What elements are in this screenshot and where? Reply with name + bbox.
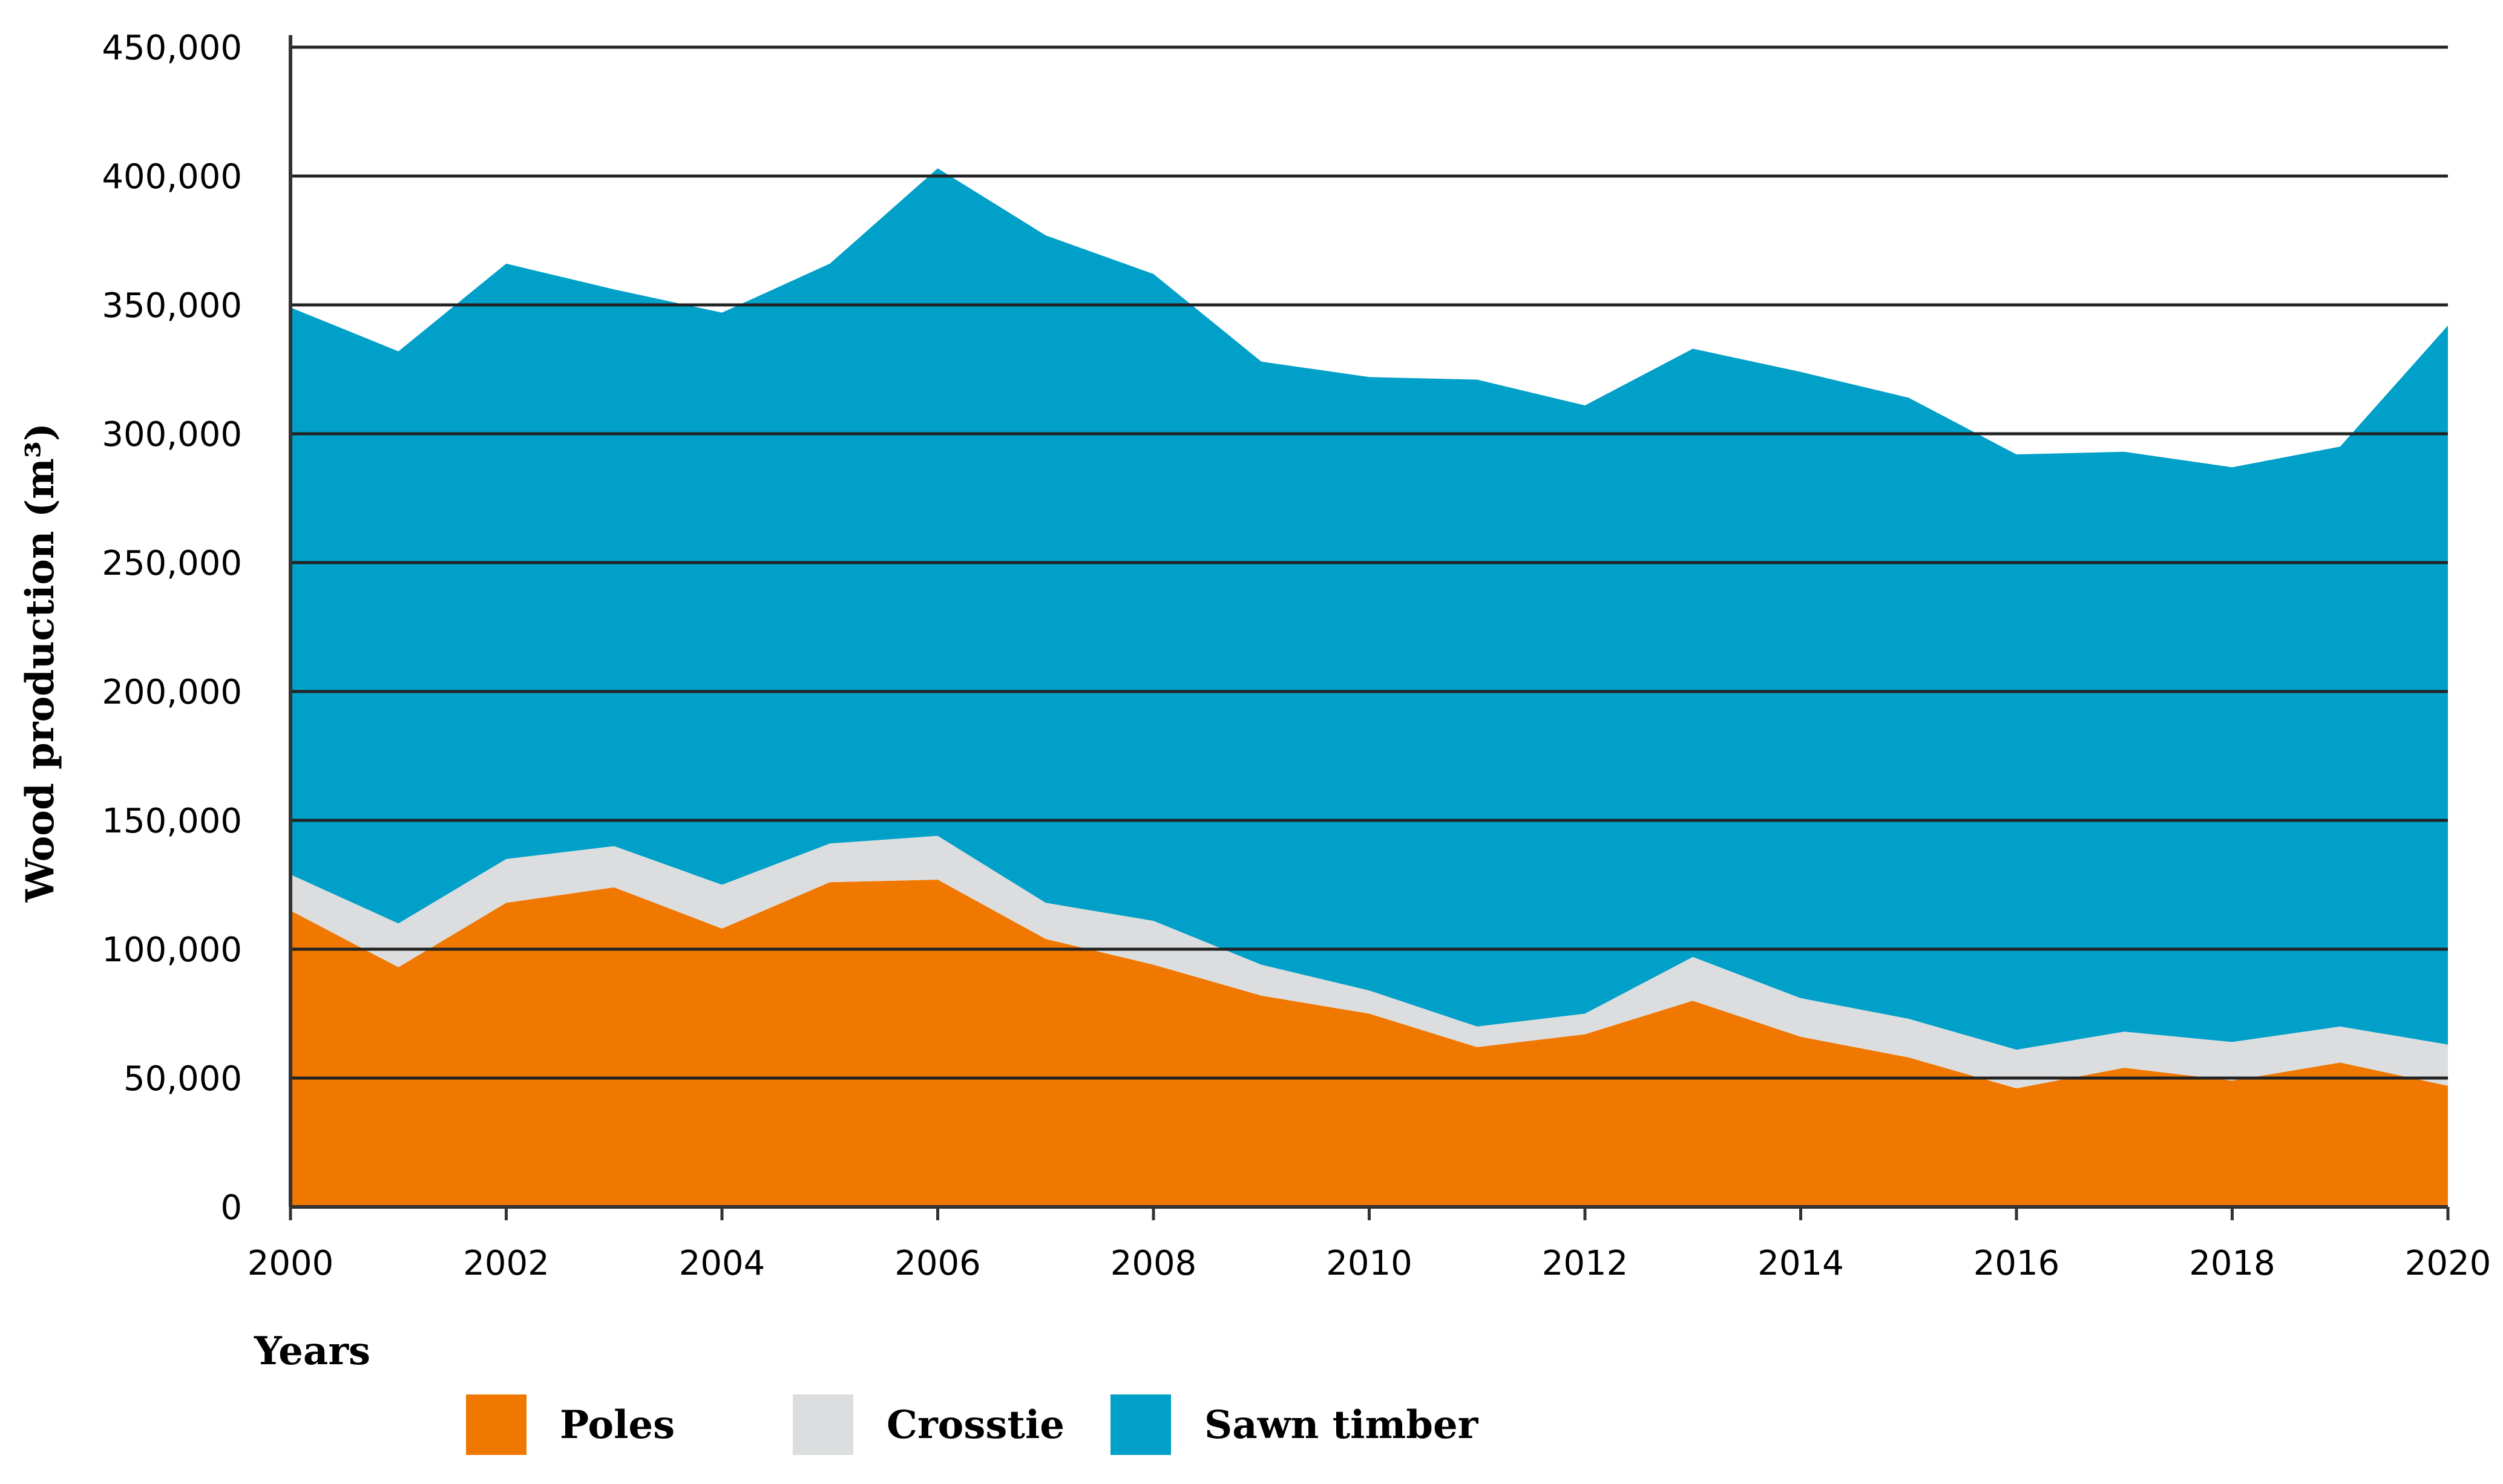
y-tick-label: 100,000: [102, 930, 242, 970]
y-tick-label: 300,000: [102, 415, 242, 454]
gridlines: [290, 45, 2448, 1080]
x-tick-label: 2002: [463, 1244, 549, 1283]
x-tick-label: 2010: [1326, 1244, 1412, 1283]
y-tick-label: 50,000: [123, 1059, 242, 1099]
legend: Poles Crosstie Sawn timber: [466, 1394, 1479, 1455]
y-tick-label: 400,000: [102, 157, 242, 197]
x-tick-label: 2014: [1757, 1244, 1844, 1283]
x-tick-labels: 2000 2002 2004 2006 2008 2010 2012 2014 2016 2018…: [248, 1207, 2492, 1283]
legend-label-sawn-timber: Sawn timber: [1204, 1402, 1479, 1448]
legend-label-crosstie: Crosstie: [887, 1402, 1065, 1448]
x-tick-label: 2006: [894, 1244, 981, 1283]
area-sawn-timber: [290, 168, 2448, 1050]
y-tick-label: 450,000: [102, 28, 242, 68]
area-crosstie: [290, 835, 2448, 1088]
legend-label-poles: Poles: [560, 1402, 675, 1448]
y-axis-title: Wood production (m³): [18, 423, 63, 903]
y-tick-label: 150,000: [102, 802, 242, 841]
y-tick-label: 200,000: [102, 673, 242, 712]
y-tick-label: 350,000: [102, 286, 242, 325]
x-tick-label: 2012: [1542, 1244, 1629, 1283]
legend-swatch-crosstie: [793, 1394, 853, 1455]
x-tick-label: 2008: [1110, 1244, 1197, 1283]
legend-swatch-sawn-timber: [1110, 1394, 1171, 1455]
x-axis-title: Years: [254, 1329, 370, 1374]
x-tick-label: 2016: [1973, 1244, 2060, 1283]
x-tick-label: 2000: [248, 1244, 334, 1283]
areas-layer: [290, 168, 2448, 1207]
area-poles: [290, 880, 2448, 1207]
x-tick-label: 2020: [2405, 1244, 2492, 1283]
x-tick-label: 2004: [679, 1244, 766, 1283]
y-tick-label: 250,000: [102, 544, 242, 583]
legend-swatch-poles: [466, 1394, 527, 1455]
x-tick-label: 2018: [2189, 1244, 2275, 1283]
y-tick-labels: 0 50,000 100,000 150,000 200,000 250,000 300,0…: [102, 28, 242, 1227]
y-tick-label: 0: [220, 1188, 242, 1227]
